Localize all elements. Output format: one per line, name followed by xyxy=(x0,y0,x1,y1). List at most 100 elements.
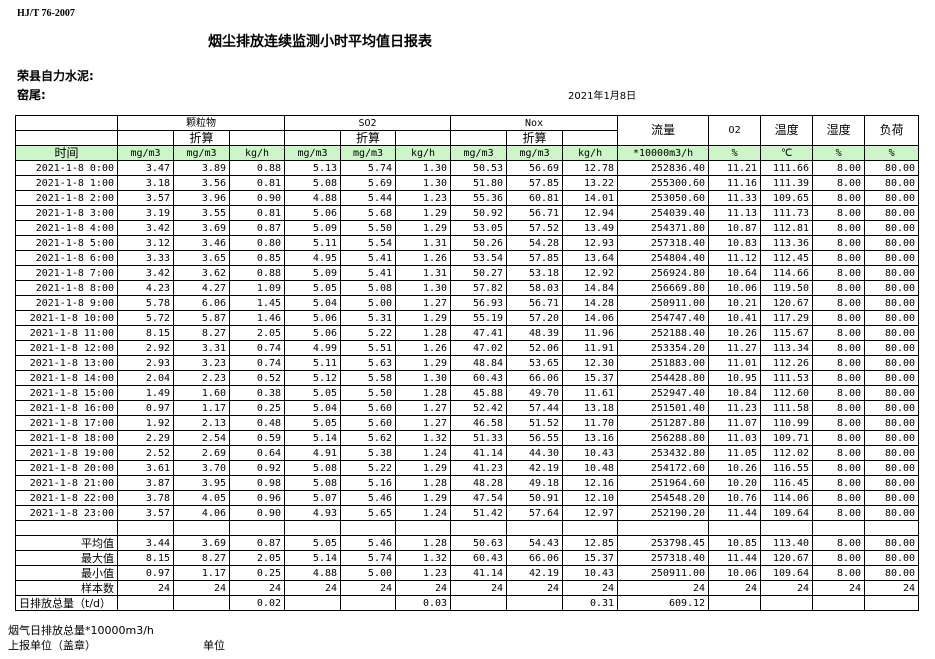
cell: 3.56 xyxy=(173,175,230,191)
cell: 1.31 xyxy=(395,265,452,281)
cell: 8.00 xyxy=(812,325,866,341)
blank-cell xyxy=(117,520,174,536)
cell: 48.39 xyxy=(506,325,564,341)
cell: 5.68 xyxy=(340,205,397,221)
cell: 8.27 xyxy=(173,325,230,341)
stats-label: 平均值 xyxy=(15,535,118,551)
cell: 0.92 xyxy=(228,460,286,476)
cell: 80.00 xyxy=(864,295,920,311)
cell: 2.13 xyxy=(173,415,230,431)
cell: 1.92 xyxy=(117,415,174,431)
cell: 80.00 xyxy=(864,460,920,476)
cell: 11.23 xyxy=(708,400,762,416)
cell: 5.16 xyxy=(340,475,397,491)
converted-label: 折算 xyxy=(506,130,564,146)
cell: 5.00 xyxy=(340,295,397,311)
row-time: 2021-1-8 9:00 xyxy=(15,295,118,311)
cell: 56.71 xyxy=(506,295,564,311)
cell: 254804.40 xyxy=(617,250,710,266)
cell: 80.00 xyxy=(864,400,920,416)
cell: 3.61 xyxy=(117,460,174,476)
cell: 14.01 xyxy=(562,190,619,206)
cell: 3.46 xyxy=(173,235,230,251)
cell: 50.53 xyxy=(450,160,508,176)
blank-cell xyxy=(864,520,920,536)
cell: 10.87 xyxy=(708,220,762,236)
group-nox: Nox xyxy=(450,115,619,131)
stats-cell: 0.02 xyxy=(228,595,286,611)
cell: 10.43 xyxy=(562,445,619,461)
cell: 0.80 xyxy=(228,235,286,251)
row-time: 2021-1-8 21:00 xyxy=(15,475,118,491)
stats-cell xyxy=(506,595,564,611)
cell: 57.82 xyxy=(450,280,508,296)
cell: 5.72 xyxy=(117,310,174,326)
cell: 5.09 xyxy=(284,220,342,236)
stats-cell: 120.67 xyxy=(760,550,814,566)
cell: 55.19 xyxy=(450,310,508,326)
cell: 80.00 xyxy=(864,505,920,521)
cell: 5.14 xyxy=(284,430,342,446)
cell: 80.00 xyxy=(864,430,920,446)
row-time: 2021-1-8 5:00 xyxy=(15,235,118,251)
cell: 4.93 xyxy=(284,505,342,521)
cell: 11.21 xyxy=(708,160,762,176)
cell: 80.00 xyxy=(864,475,920,491)
cell: 8.00 xyxy=(812,385,866,401)
cell: 2.69 xyxy=(173,445,230,461)
cell: 1.26 xyxy=(395,340,452,356)
cell: 3.69 xyxy=(173,220,230,236)
table-row: 2021-1-8 6:00 3.33 3.65 0.85 4.95 5.41 1.26 53.… xyxy=(15,250,920,266)
cell: 8.00 xyxy=(812,490,866,506)
cell: 56.69 xyxy=(506,160,564,176)
blank-cell xyxy=(395,520,452,536)
stats-row: 最大值 8.15 8.27 2.05 5.14 5.74 1.32 60.43 66.06 15.… xyxy=(15,550,920,566)
row-time: 2021-1-8 7:00 xyxy=(15,265,118,281)
table-row: 2021-1-8 18:00 2.29 2.54 0.59 5.14 5.62 1.32 51… xyxy=(15,430,920,446)
time-header: 时间 xyxy=(15,145,118,161)
cell: 80.00 xyxy=(864,235,920,251)
stats-cell: 8.00 xyxy=(812,550,866,566)
cell: 2.05 xyxy=(228,325,286,341)
cell: 12.93 xyxy=(562,235,619,251)
stats-cell: 66.06 xyxy=(506,550,564,566)
cell: 1.28 xyxy=(395,325,452,341)
cell: 5.63 xyxy=(340,355,397,371)
cell: 57.20 xyxy=(506,310,564,326)
cell: 11.96 xyxy=(562,325,619,341)
cell: 253354.20 xyxy=(617,340,710,356)
table-row: 2021-1-8 3:00 3.19 3.55 0.81 5.06 5.68 1.29 50.… xyxy=(15,205,920,221)
stats-cell xyxy=(864,595,920,611)
cell: 12.78 xyxy=(562,160,619,176)
table-row: 2021-1-8 0:00 3.47 3.89 0.88 5.13 5.74 1.30 50.… xyxy=(15,160,920,176)
cell: 115.67 xyxy=(760,325,814,341)
row-time: 2021-1-8 4:00 xyxy=(15,220,118,236)
stats-cell: 41.14 xyxy=(450,565,508,581)
stats-cell: 24 xyxy=(760,580,814,596)
cell: 1.26 xyxy=(395,250,452,266)
cell: 0.25 xyxy=(228,400,286,416)
cell: 5.41 xyxy=(340,250,397,266)
cell: 10.20 xyxy=(708,475,762,491)
company-name: 荣县自力水泥: xyxy=(17,69,94,83)
converted-label: 折算 xyxy=(340,130,397,146)
cell: 60.43 xyxy=(450,370,508,386)
cell: 80.00 xyxy=(864,490,920,506)
cell: 53.54 xyxy=(450,250,508,266)
cell: 112.02 xyxy=(760,445,814,461)
cell: 5.08 xyxy=(284,460,342,476)
cell: 5.50 xyxy=(340,385,397,401)
header-blank xyxy=(395,130,452,146)
table-row: 2021-1-8 12:00 2.92 3.31 0.74 4.99 5.51 1.26 47… xyxy=(15,340,920,356)
cell: 3.87 xyxy=(117,475,174,491)
cell: 254548.20 xyxy=(617,490,710,506)
blank-row xyxy=(15,520,920,536)
cell: 3.19 xyxy=(117,205,174,221)
unit-label: 单位 xyxy=(203,639,225,652)
cell: 11.27 xyxy=(708,340,762,356)
cell: 80.00 xyxy=(864,175,920,191)
table-row: 2021-1-8 4:00 3.42 3.69 0.87 5.09 5.50 1.29 53.… xyxy=(15,220,920,236)
cell: 13.18 xyxy=(562,400,619,416)
table-row: 2021-1-8 10:00 5.72 5.87 1.46 5.06 5.31 1.29 55… xyxy=(15,310,920,326)
cell: 57.85 xyxy=(506,175,564,191)
